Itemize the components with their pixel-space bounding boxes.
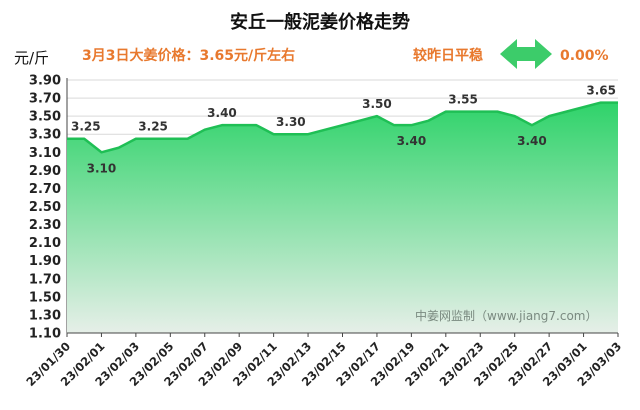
data-label: 3.40	[517, 134, 547, 148]
data-label: 3.10	[87, 161, 117, 175]
data-label: 3.40	[207, 106, 237, 120]
y-tick-label: 3.10	[29, 146, 61, 161]
data-label: 3.25	[138, 120, 168, 134]
data-label: 3.40	[397, 134, 427, 148]
watermark: 中姜网监制（www.jiang7.com）	[415, 308, 597, 323]
y-tick-label: 3.50	[29, 110, 61, 125]
area-fill	[67, 102, 618, 333]
change-value: 0.00%	[560, 48, 609, 64]
price-info: 3月3日大姜价格：3.65元/斤左右	[82, 47, 295, 64]
data-label: 3.30	[276, 115, 306, 129]
y-tick-label: 3.30	[29, 128, 61, 143]
y-unit-label: 元/斤	[14, 49, 49, 67]
y-tick-label: 3.90	[29, 74, 61, 89]
x-axis: 23/01/3023/02/0123/02/0323/02/0523/02/07…	[23, 332, 624, 389]
data-label: 3.50	[362, 97, 392, 111]
y-tick-label: 1.50	[29, 290, 61, 305]
y-tick-label: 1.30	[29, 308, 61, 323]
y-tick-label: 1.10	[29, 327, 61, 342]
double-arrow-icon	[500, 39, 552, 69]
data-label: 3.65	[586, 84, 616, 98]
data-label: 3.55	[448, 93, 478, 107]
price-area	[67, 101, 618, 333]
y-tick-label: 1.70	[29, 272, 61, 287]
y-tick-label: 2.70	[29, 182, 61, 197]
y-tick-label: 1.90	[29, 254, 61, 269]
y-tick-label: 2.50	[29, 200, 61, 215]
data-labels: 3.25 3.10 3.25 3.40 3.30 3.50 3.40 3.55 3.40 3.65	[71, 84, 616, 176]
y-tick-label: 2.30	[29, 218, 61, 233]
y-tick-label: 2.90	[29, 164, 61, 179]
compare-label: 较昨日平稳	[413, 47, 483, 64]
data-label: 3.25	[71, 120, 101, 134]
series-line	[67, 101, 618, 154]
y-tick-label: 3.70	[29, 92, 61, 107]
y-tick-label: 2.10	[29, 236, 61, 251]
y-axis: 1.10 1.30 1.50 1.70 1.90 2.10 2.30 2.50 2.70 2.90…	[29, 74, 68, 342]
chart-title: 安丘一般泥姜价格走势	[230, 11, 410, 33]
